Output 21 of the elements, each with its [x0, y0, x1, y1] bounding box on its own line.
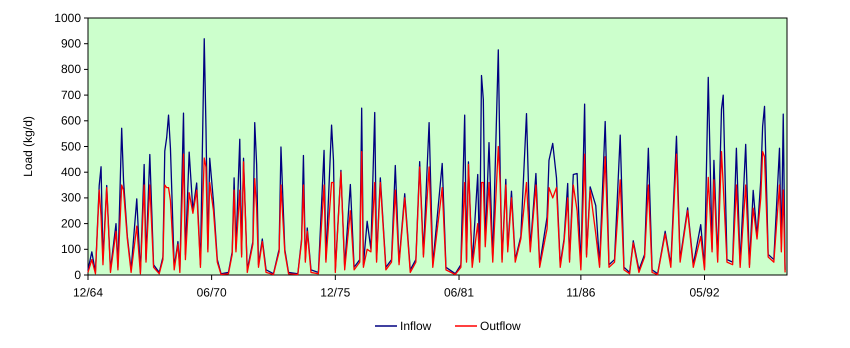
y-tick-label: 900	[60, 36, 82, 51]
y-tick-label: 300	[60, 190, 82, 205]
x-tick-label: 12/64	[72, 286, 104, 300]
y-tick-label: 0	[74, 268, 82, 282]
y-axis-title: Load (kg/d)	[21, 116, 35, 177]
x-tick-label: 11/86	[566, 286, 596, 300]
legend-label: Outflow	[480, 319, 522, 333]
legend-label: Inflow	[400, 319, 432, 333]
y-tick-label: 700	[60, 88, 82, 102]
x-tick-label: 12/75	[320, 286, 351, 300]
y-tick-label: 800	[60, 62, 82, 76]
x-tick-label: 05/92	[689, 286, 720, 300]
y-tick-label: 1000	[54, 10, 82, 25]
x-tick-label: 06/70	[196, 286, 227, 300]
y-tick-label: 200	[60, 216, 82, 230]
y-tick-label: 500	[60, 139, 82, 154]
y-tick-label: 400	[60, 165, 82, 180]
line-series	[87, 146, 786, 276]
x-tick-label: 06/81	[444, 286, 474, 300]
y-tick-label: 100	[60, 242, 82, 256]
y-tick-label: 600	[60, 114, 82, 128]
